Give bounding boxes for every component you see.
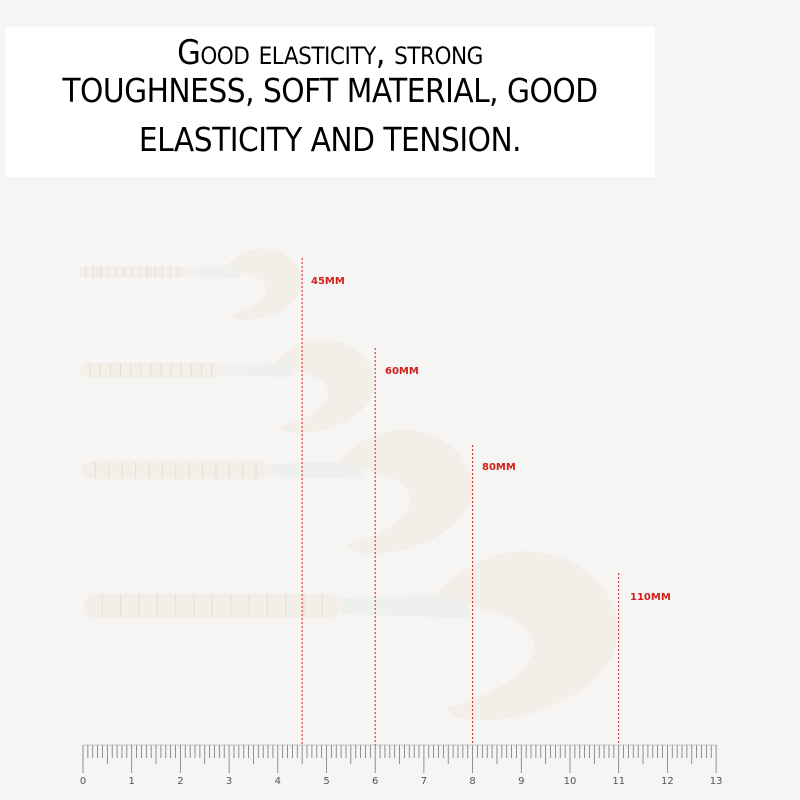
size-label-60mm: 60MM	[385, 366, 419, 377]
lure-60mm	[80, 339, 376, 434]
headline-line-3: ELASTICITY AND TENSION.	[138, 120, 522, 159]
ruler-tick-label: 9	[518, 776, 524, 787]
ruler-tick-label: 10	[564, 776, 577, 787]
ruler-tick-label: 3	[226, 776, 232, 787]
lure-80mm	[82, 429, 473, 554]
headline-line-1: Good elasticity, strong	[177, 33, 483, 73]
ruler-tick-label: 5	[323, 776, 329, 787]
ruler-tick-label: 8	[469, 776, 475, 787]
lure-45mm	[78, 248, 303, 321]
headline-line-2: TOUGHNESS, SOFT MATERIAL, GOOD	[62, 71, 598, 110]
ruler-tick-label: 6	[372, 776, 378, 787]
ruler-tick-label: 13	[710, 776, 723, 787]
ruler-tick-label: 7	[421, 776, 427, 787]
ruler-tick-label: 12	[661, 776, 674, 787]
ruler-tick-label: 11	[612, 776, 625, 787]
size-label-80mm: 80MM	[482, 462, 516, 473]
lure-110mm	[84, 551, 619, 721]
ruler-tick-label: 0	[80, 776, 86, 787]
ruler-tick-label: 2	[177, 776, 183, 787]
headline-box: Good elasticity, strong TOUGHNESS, SOFT …	[5, 27, 655, 177]
size-label-45mm: 45MM	[311, 276, 345, 287]
ruler-tick-label: 1	[129, 776, 135, 787]
ruler: 0 1 2 3 4 5 6 7 8 9 10 11 12 13	[80, 744, 723, 787]
size-label-110mm: 110MM	[630, 592, 671, 603]
ruler-tick-label: 4	[275, 776, 281, 787]
